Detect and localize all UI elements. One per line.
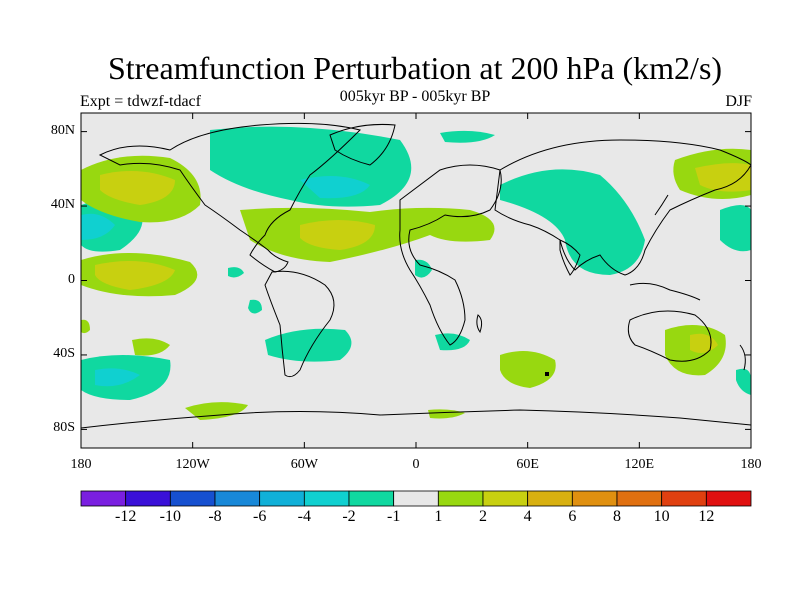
colorbar-swatch bbox=[571, 490, 618, 507]
contour-positive-region bbox=[100, 171, 175, 205]
contour-negative-region bbox=[435, 333, 470, 351]
contour-positive-region bbox=[185, 402, 248, 420]
colorbar-label: 2 bbox=[479, 508, 487, 525]
period-label: 005kyr BP - 005kyr BP bbox=[339, 88, 491, 105]
colorbar-swatch bbox=[616, 490, 663, 507]
contour-negative-region bbox=[248, 299, 262, 314]
y-tick-label: 0 bbox=[68, 271, 75, 287]
axis-ticks bbox=[80, 113, 752, 448]
colorbar-swatch bbox=[125, 490, 171, 507]
colorbar-swatch bbox=[705, 490, 752, 507]
x-tick-label: 180 bbox=[740, 457, 762, 472]
contour-negative-region bbox=[95, 368, 140, 387]
x-tick-label: 120W bbox=[175, 457, 210, 472]
contour-negative-region bbox=[81, 213, 115, 240]
contour-positive-region bbox=[132, 338, 170, 356]
colorbar-label: 8 bbox=[613, 508, 621, 525]
contour-negative-region bbox=[228, 267, 244, 278]
colorbar-label: -12 bbox=[114, 508, 137, 525]
x-tick-label: 60W bbox=[290, 457, 318, 472]
colorbar-label: 6 bbox=[568, 508, 577, 525]
colorbar-swatch bbox=[259, 490, 305, 507]
contour-negative-region bbox=[720, 205, 751, 252]
colorbar-label: -8 bbox=[208, 508, 222, 525]
season-label: DJF bbox=[725, 93, 752, 110]
x-tick-label: 120E bbox=[624, 457, 655, 472]
y-tick-label: 80S bbox=[53, 420, 75, 436]
y-tick-label: 40S bbox=[53, 345, 75, 361]
colorbar-swatch bbox=[482, 490, 529, 507]
colorbar-swatch bbox=[80, 490, 127, 507]
contour-positive-region bbox=[95, 261, 175, 290]
coastlines bbox=[81, 122, 751, 429]
contour-positive-region bbox=[81, 319, 90, 334]
y-tick-label: 80N bbox=[50, 122, 75, 138]
contour-negative-region bbox=[265, 328, 352, 362]
colorbar-swatch bbox=[303, 490, 350, 507]
colorbar-label: -1 bbox=[386, 508, 401, 525]
colorbar-swatch bbox=[661, 490, 707, 507]
marker bbox=[545, 372, 549, 376]
y-tick-label: 40N bbox=[50, 197, 75, 213]
colorbar-label: 12 bbox=[698, 508, 715, 525]
contour-negative-region bbox=[500, 169, 645, 275]
colorbar-label: -6 bbox=[252, 508, 267, 525]
colorbar-label: 10 bbox=[653, 508, 670, 525]
colorbar-swatch bbox=[214, 490, 261, 507]
contour-negative-region bbox=[300, 176, 370, 199]
colorbar-swatch bbox=[348, 490, 395, 507]
contour-positive-region bbox=[500, 351, 556, 388]
contour-negative-region bbox=[440, 130, 495, 143]
contour-field bbox=[81, 126, 751, 420]
experiment-label: Expt = tdwzf-tdacf bbox=[80, 93, 201, 110]
colorbar-swatch bbox=[437, 490, 484, 507]
x-tick-label: 180 bbox=[70, 457, 92, 472]
colorbar-label: -4 bbox=[297, 508, 311, 525]
colorbar-label: -2 bbox=[342, 508, 356, 525]
contour-positive-region bbox=[695, 163, 751, 192]
x-tick-label: 60E bbox=[516, 457, 539, 472]
x-tick-label: 0 bbox=[412, 457, 420, 472]
colorbar-label: 4 bbox=[523, 508, 532, 525]
colorbar-swatch bbox=[393, 490, 439, 507]
colorbar-label: 1 bbox=[434, 508, 443, 525]
colorbar-swatch bbox=[169, 490, 216, 507]
contour-positive-region bbox=[300, 220, 375, 250]
contour-negative-region bbox=[736, 368, 751, 395]
colorbar-label: -10 bbox=[159, 508, 181, 525]
map-title: Streamfunction Perturbation at 200 hPa (… bbox=[107, 50, 723, 86]
colorbar bbox=[80, 490, 752, 507]
colorbar-swatch bbox=[527, 490, 573, 507]
